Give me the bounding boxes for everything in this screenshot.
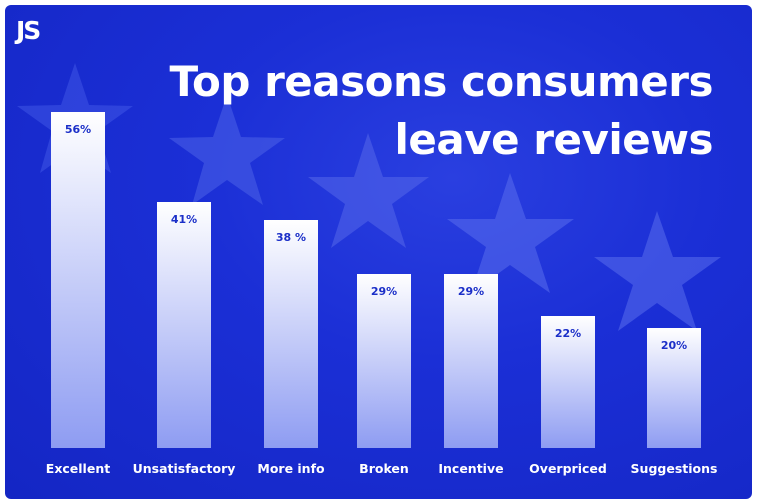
bar-value-label: 56% — [65, 123, 91, 136]
bar-value-label: 41% — [171, 213, 197, 226]
category-label: Unsatisfactory — [133, 461, 236, 476]
bar-incentive — [444, 274, 498, 448]
chart-title: Top reasons consumers leave reviews — [113, 53, 713, 169]
bar-excellent — [51, 112, 105, 448]
chart-title-line-1: Top reasons consumers — [169, 57, 713, 106]
bar-more-info — [264, 220, 318, 448]
category-label: Incentive — [438, 461, 503, 476]
chart-title-line-2: leave reviews — [394, 115, 714, 164]
bar-value-label: 29% — [458, 285, 484, 298]
category-label: Excellent — [46, 461, 110, 476]
bar-value-label: 20% — [661, 339, 687, 352]
bar-unsatisfactory — [157, 202, 211, 448]
star-shape — [447, 173, 574, 293]
category-label: Suggestions — [631, 461, 718, 476]
brand-logo: JS — [16, 16, 41, 45]
bar-suggestions — [647, 328, 701, 448]
star-shape — [594, 211, 721, 331]
bars-group: 56% Excellent 41% Unsatisfactory 38 % More in… — [46, 112, 718, 476]
bar-broken — [357, 274, 411, 448]
bar-value-label: 22% — [555, 327, 581, 340]
chart-card: JS Top reasons consumers leave reviews 5… — [5, 5, 752, 499]
bar-value-label: 29% — [371, 285, 397, 298]
star-shape — [169, 95, 285, 205]
bar-chart: 56% Excellent 41% Unsatisfactory 38 % More in… — [46, 112, 718, 476]
category-label: Overpriced — [529, 461, 607, 476]
star-shape — [308, 133, 429, 248]
category-label: Broken — [359, 461, 409, 476]
category-label: More info — [257, 461, 325, 476]
bar-overpriced — [541, 316, 595, 448]
bar-value-label: 38 % — [276, 231, 306, 244]
